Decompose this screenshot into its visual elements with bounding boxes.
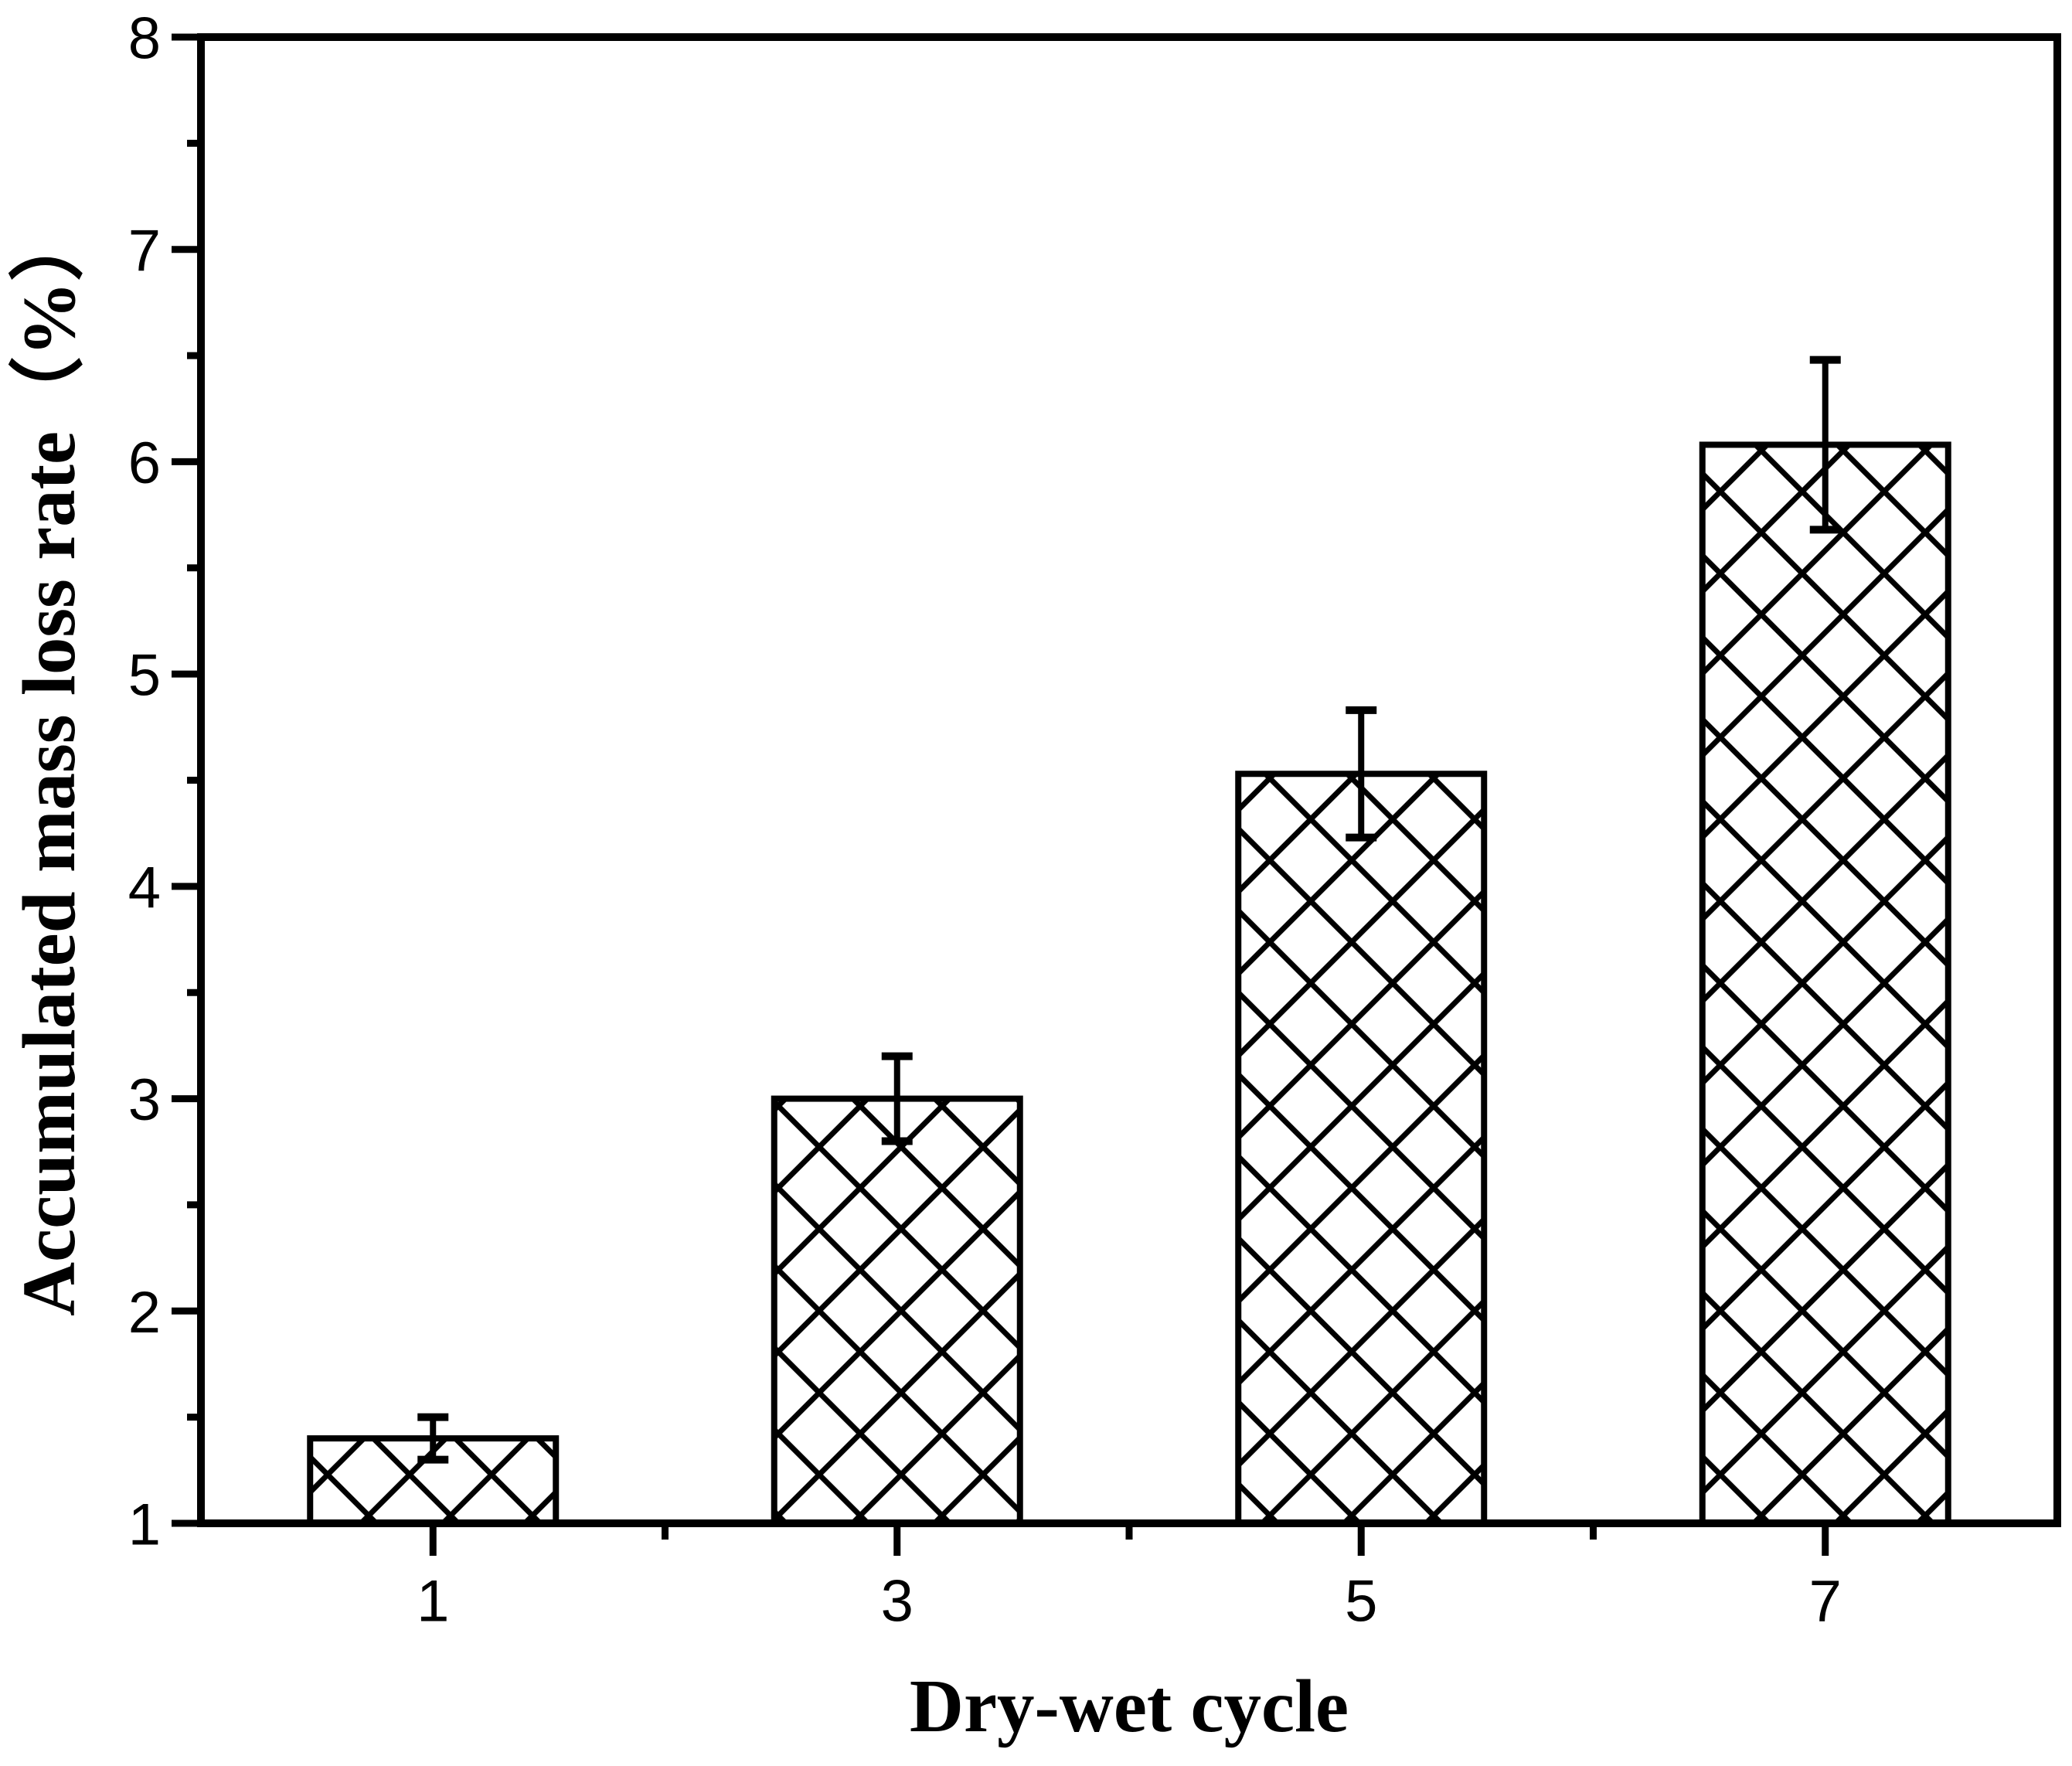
y-tick-label-4: 4 [128, 855, 161, 920]
x-tick-label-7: 7 [1809, 1569, 1842, 1635]
bar-category-7 [1699, 441, 1951, 1526]
x-tick-label-5: 5 [1345, 1569, 1377, 1635]
x-tick-label-3: 3 [881, 1569, 914, 1635]
bar-category-5 [1235, 771, 1488, 1526]
y-tick-label-7: 7 [128, 218, 161, 284]
y-axis-title: Accumulated mass loss rate（%） [8, 206, 90, 1316]
error-bars-group [417, 356, 1841, 1464]
x-axis-title: Dry-wet cycle [910, 1665, 1349, 1747]
bars-group [307, 441, 1951, 1526]
ticks-group [172, 33, 1829, 1556]
y-tick-label-6: 6 [128, 430, 161, 496]
y-tick-label-8: 8 [128, 6, 161, 72]
y-tick-label-5: 5 [128, 643, 161, 709]
y-tick-label-1: 1 [128, 1492, 161, 1558]
y-tick-label-3: 3 [128, 1067, 161, 1133]
x-tick-label-1: 1 [417, 1569, 449, 1635]
bar-category-3 [771, 1095, 1023, 1526]
y-tick-label-2: 2 [128, 1280, 161, 1346]
